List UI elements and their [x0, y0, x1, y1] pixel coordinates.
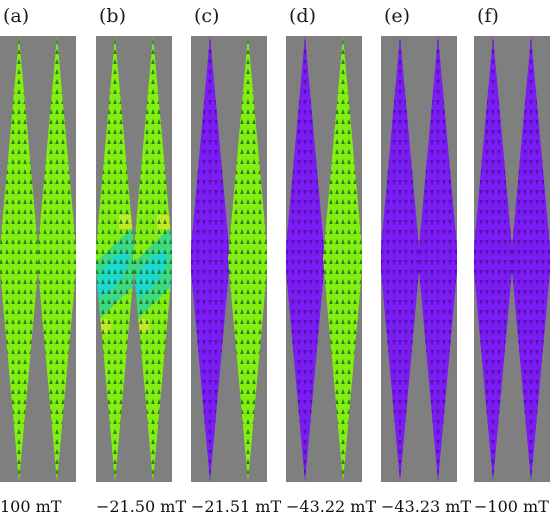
simulation-image [474, 36, 550, 482]
simulation-image [286, 36, 362, 482]
panel-label: (a) [3, 5, 30, 27]
panel-a: (a) 100 mT [0, 0, 76, 524]
panel-f: (f) −100 mT [474, 0, 550, 524]
simulation-image [191, 36, 267, 482]
simulation-image [0, 36, 76, 482]
panel-label: (f) [477, 5, 499, 27]
panel-label: (d) [289, 5, 316, 27]
simulation-image [96, 36, 172, 482]
panel-e: (e) −43.23 mT [381, 0, 471, 524]
field-value: 100 mT [0, 497, 62, 516]
panel-label: (b) [99, 5, 126, 27]
field-value: −100 mT [474, 497, 549, 516]
panel-c: (c) −21.51 mT [191, 0, 281, 524]
panel-d: (d) −43.22 mT [286, 0, 376, 524]
field-value: −21.50 mT [96, 497, 187, 516]
panel-b: (b) −21.50 mT [96, 0, 186, 524]
field-value: −21.51 mT [191, 497, 282, 516]
field-value: −43.22 mT [286, 497, 377, 516]
panel-label: (e) [384, 5, 411, 27]
panel-label: (c) [194, 5, 220, 27]
simulation-image [381, 36, 457, 482]
field-value: −43.23 mT [381, 497, 472, 516]
